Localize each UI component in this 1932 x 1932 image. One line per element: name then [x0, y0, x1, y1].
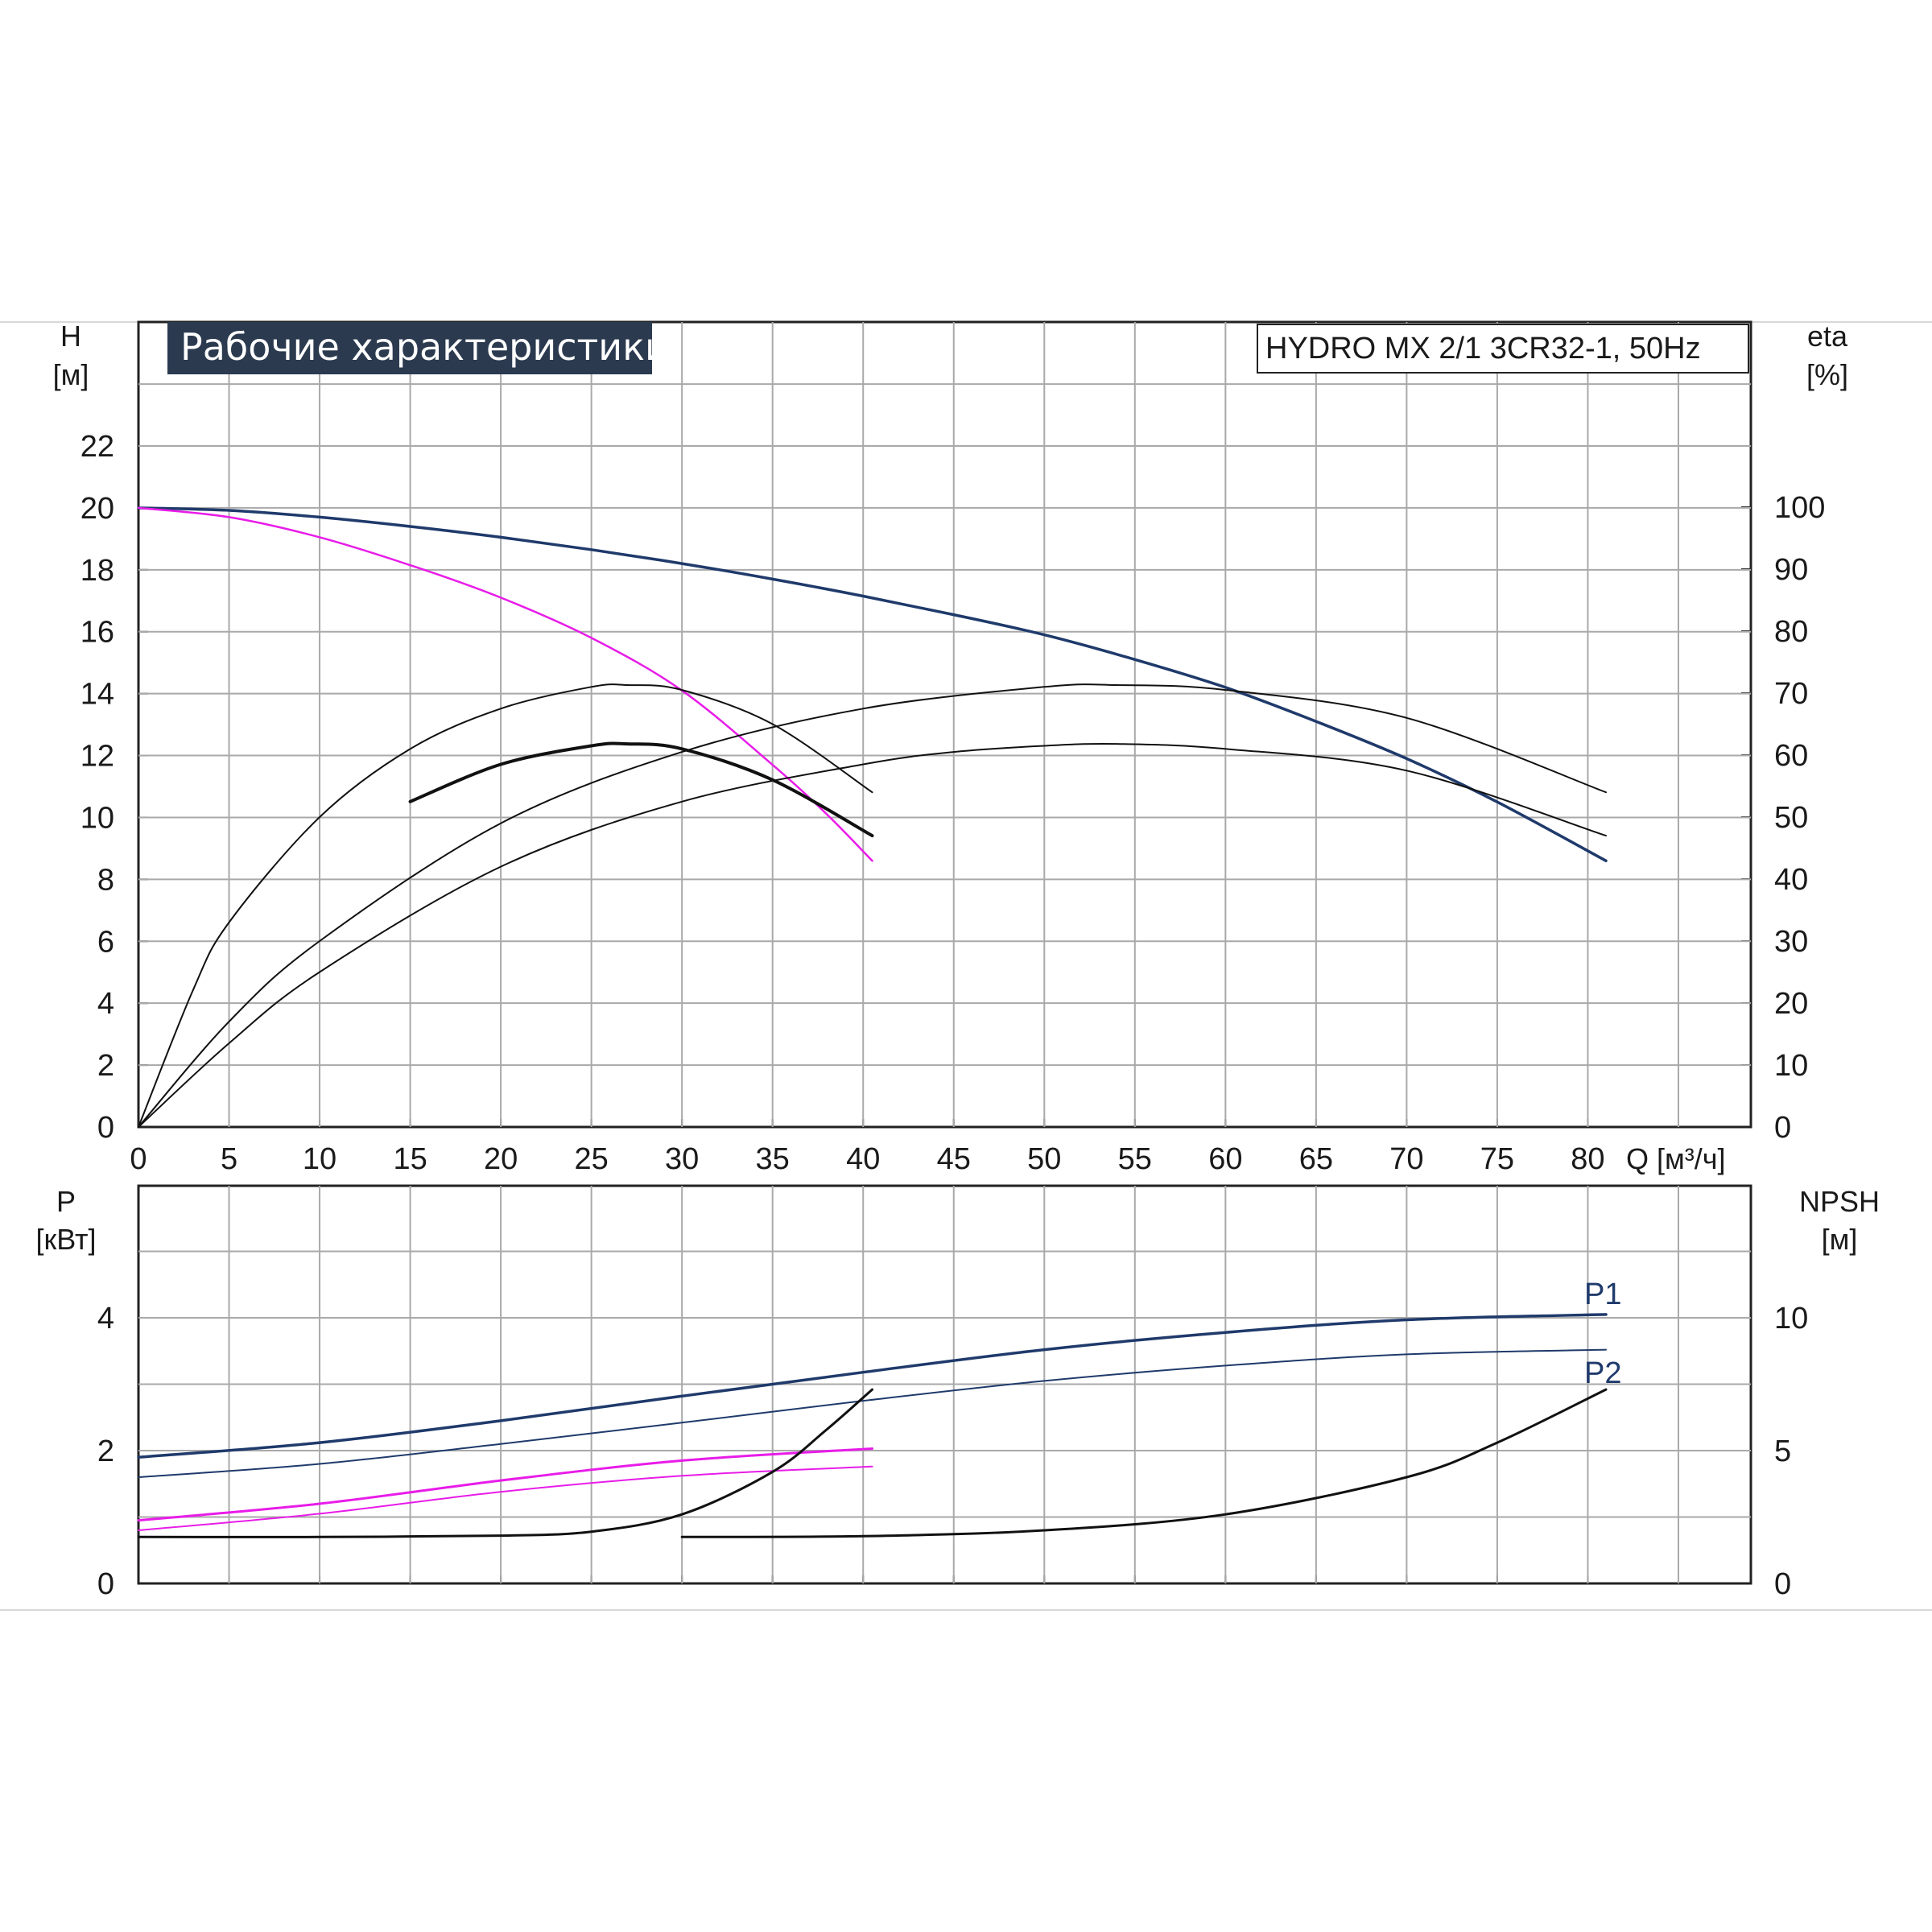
power-series-2 [137, 1447, 873, 1522]
h-axis-unit: [м] [53, 358, 89, 391]
head-series-1 [137, 506, 873, 862]
eta-tick-label: 30 [1774, 925, 1808, 959]
head-series-5 [138, 742, 1607, 1128]
x-tick-label: 80 [1571, 1142, 1604, 1176]
x-tick-label: 30 [665, 1142, 699, 1176]
npsh-tick-label: 10 [1774, 1302, 1808, 1335]
p-axis-unit: [кВт] [35, 1223, 96, 1256]
head-series-4 [138, 683, 1607, 1128]
power-series-4 [137, 1388, 873, 1538]
series-label-p2: P2 [1584, 1356, 1621, 1390]
x-tick-label: 10 [303, 1142, 336, 1176]
h-tick-label: 22 [80, 430, 114, 464]
eta-tick-label: 0 [1774, 1111, 1791, 1145]
npsh-axis-label: NPSH [1799, 1185, 1880, 1218]
npsh-tick-label: 0 [1774, 1567, 1791, 1601]
model-box [1257, 324, 1749, 374]
eta-tick-label: 20 [1774, 987, 1808, 1021]
h-tick-label: 12 [80, 740, 114, 774]
h-tick-label: 20 [80, 492, 114, 526]
h-tick-label: 4 [97, 987, 114, 1021]
x-tick-label: 20 [484, 1142, 518, 1176]
h-tick-label: 6 [97, 925, 114, 959]
power-series-3 [138, 1465, 873, 1531]
eta-tick-label: 40 [1774, 863, 1808, 897]
p-tick-label: 0 [97, 1567, 114, 1601]
q-axis-label: Q [м³/ч] [1626, 1142, 1726, 1175]
x-tick-label: 5 [221, 1142, 237, 1176]
eta-tick-label: 50 [1774, 801, 1808, 835]
x-tick-label: 0 [130, 1142, 147, 1176]
eta-tick-label: 70 [1774, 677, 1808, 711]
eta-tick-label: 60 [1774, 739, 1808, 773]
chart-title: Рабочие характеристики [180, 325, 669, 369]
h-tick-label: 8 [97, 863, 114, 897]
x-tick-label: 15 [393, 1142, 427, 1176]
h-tick-label: 18 [80, 554, 114, 588]
power-series-0 [137, 1313, 1608, 1459]
power-series-1 [138, 1348, 1607, 1478]
head-series-3 [408, 741, 874, 838]
x-tick-label: 45 [937, 1142, 971, 1176]
series-label-p1: P1 [1584, 1278, 1621, 1311]
p-axis-label: P [56, 1185, 76, 1218]
x-tick-label: 65 [1299, 1142, 1333, 1176]
eta-tick-label: 10 [1774, 1049, 1808, 1083]
h-tick-label: 16 [80, 616, 114, 650]
x-tick-label: 40 [846, 1142, 880, 1176]
h-tick-label: 10 [80, 801, 114, 835]
h-tick-label: 2 [97, 1049, 114, 1083]
h-axis-label: H [60, 320, 81, 353]
eta-tick-label: 90 [1774, 553, 1808, 587]
x-tick-label: 55 [1118, 1142, 1152, 1176]
title-banner [167, 322, 652, 374]
eta-tick-label: 100 [1774, 491, 1825, 525]
npsh-tick-label: 5 [1774, 1435, 1791, 1468]
eta-axis-unit: [%] [1806, 358, 1848, 391]
p-tick-label: 2 [97, 1435, 114, 1468]
head-series-2 [138, 683, 873, 1128]
eta-axis-label: eta [1807, 320, 1848, 353]
power-series-5 [680, 1388, 1608, 1538]
x-tick-label: 50 [1027, 1142, 1061, 1176]
x-tick-label: 60 [1208, 1142, 1242, 1176]
x-tick-label: 25 [574, 1142, 608, 1176]
x-tick-label: 75 [1480, 1142, 1514, 1176]
head-series-0 [137, 506, 1608, 863]
x-tick-label: 70 [1389, 1142, 1423, 1176]
x-tick-label: 35 [756, 1142, 790, 1176]
eta-tick-label: 80 [1774, 615, 1808, 649]
npsh-axis-unit: [м] [1822, 1223, 1858, 1256]
head-panel-border [137, 320, 1752, 1129]
model-label: HYDRO MX 2/1 3CR32-1, 50Hz [1265, 332, 1701, 365]
h-tick-label: 14 [80, 678, 114, 712]
h-tick-label: 0 [97, 1111, 114, 1145]
p-tick-label: 4 [97, 1302, 114, 1335]
